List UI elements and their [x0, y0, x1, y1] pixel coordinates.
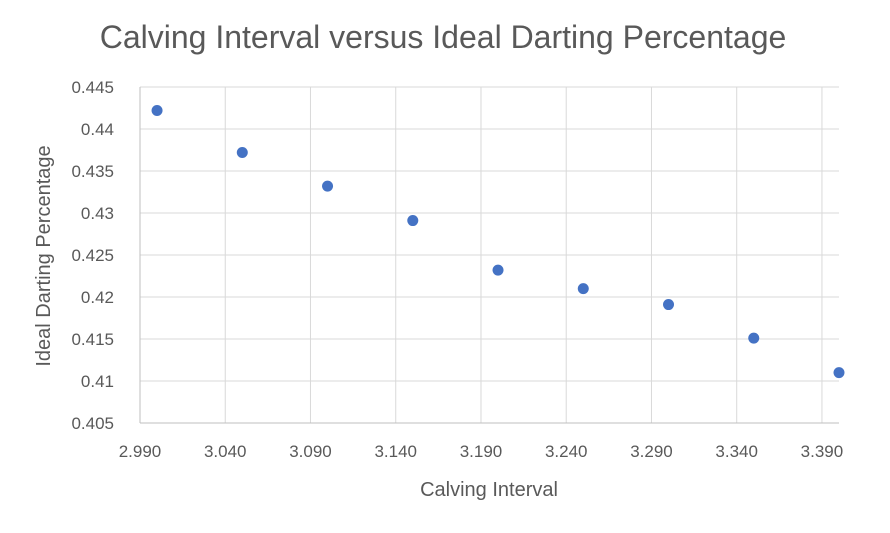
x-tick-label: 3.140 [374, 442, 417, 461]
data-point [748, 332, 760, 344]
data-point [833, 367, 845, 379]
tick-labels: 2.990 3.040 3.090 3.140 3.190 3.240 3.290 3.340… [71, 78, 843, 461]
data-points [151, 105, 845, 379]
chart-title: Calving Interval versus Ideal Darting Pe… [100, 19, 787, 55]
data-point [407, 215, 419, 227]
x-tick-label: 3.190 [460, 442, 503, 461]
x-tick-label: 3.040 [204, 442, 247, 461]
x-axis-title: Calving Interval [420, 479, 558, 501]
y-tick-label: 0.41 [81, 372, 114, 391]
x-tick-label: 3.290 [630, 442, 673, 461]
x-tick-label: 2.990 [119, 442, 162, 461]
data-point [492, 264, 504, 276]
x-tick-label: 3.240 [545, 442, 588, 461]
y-tick-label: 0.435 [71, 162, 114, 181]
y-tick-label: 0.425 [71, 246, 114, 265]
y-tick-label: 0.42 [81, 288, 114, 307]
y-tick-label: 0.415 [71, 330, 114, 349]
axes [139, 87, 839, 424]
data-point [151, 105, 163, 117]
data-point [663, 299, 675, 311]
x-tick-label: 3.340 [715, 442, 758, 461]
x-tick-label: 3.090 [289, 442, 332, 461]
y-tick-label: 0.43 [81, 204, 114, 223]
y-tick-label: 0.405 [71, 414, 114, 433]
y-tick-label: 0.445 [71, 78, 114, 97]
gridlines [140, 86, 839, 423]
y-tick-label: 0.44 [81, 120, 114, 139]
y-axis-title: Ideal Darting Percentage [33, 145, 55, 366]
x-tick-label: 3.390 [801, 442, 844, 461]
data-point [322, 180, 334, 192]
data-point [236, 147, 248, 159]
data-point [577, 283, 589, 295]
